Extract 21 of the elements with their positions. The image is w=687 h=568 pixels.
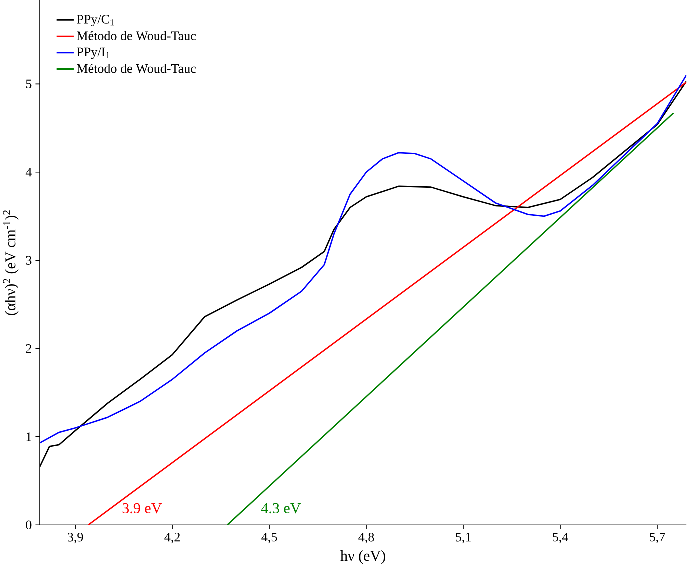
x-tick-label: 4,2	[164, 533, 180, 544]
x-tick-label: 5,7	[650, 533, 666, 544]
y-axis-title: (αhν)$^{2}$ (eV cm$^{-1}$)$^{2}$	[3, 210, 19, 316]
annotation: 4.3 eV	[261, 504, 302, 514]
x-tick-label: 5,4	[553, 533, 568, 544]
y-tick-label: 3	[26, 256, 32, 266]
legend-label: PPy/C$_{1}$	[77, 15, 114, 27]
y-tick-label: 2	[26, 344, 32, 354]
x-tick-label: 3,9	[68, 533, 84, 544]
y-tick-label: 1	[26, 432, 32, 442]
x-tick-label: 4,5	[262, 533, 278, 544]
legend-label: Método de Woud-Tauc	[77, 64, 196, 74]
x-axis-title: hν (eV)	[340, 550, 386, 564]
y-tick-label: 4	[26, 168, 32, 177]
y-tick-label: 0	[26, 520, 32, 530]
legend-label: PPy/I$_{1}$	[77, 48, 110, 60]
x-tick-label: 5,1	[456, 533, 471, 544]
y-tick-label: 5	[26, 80, 32, 89]
legend-label: Método de Woud-Tauc	[77, 32, 196, 41]
x-tick-label: 4,8	[358, 533, 374, 544]
annotation: 3.9 eV	[122, 504, 162, 514]
